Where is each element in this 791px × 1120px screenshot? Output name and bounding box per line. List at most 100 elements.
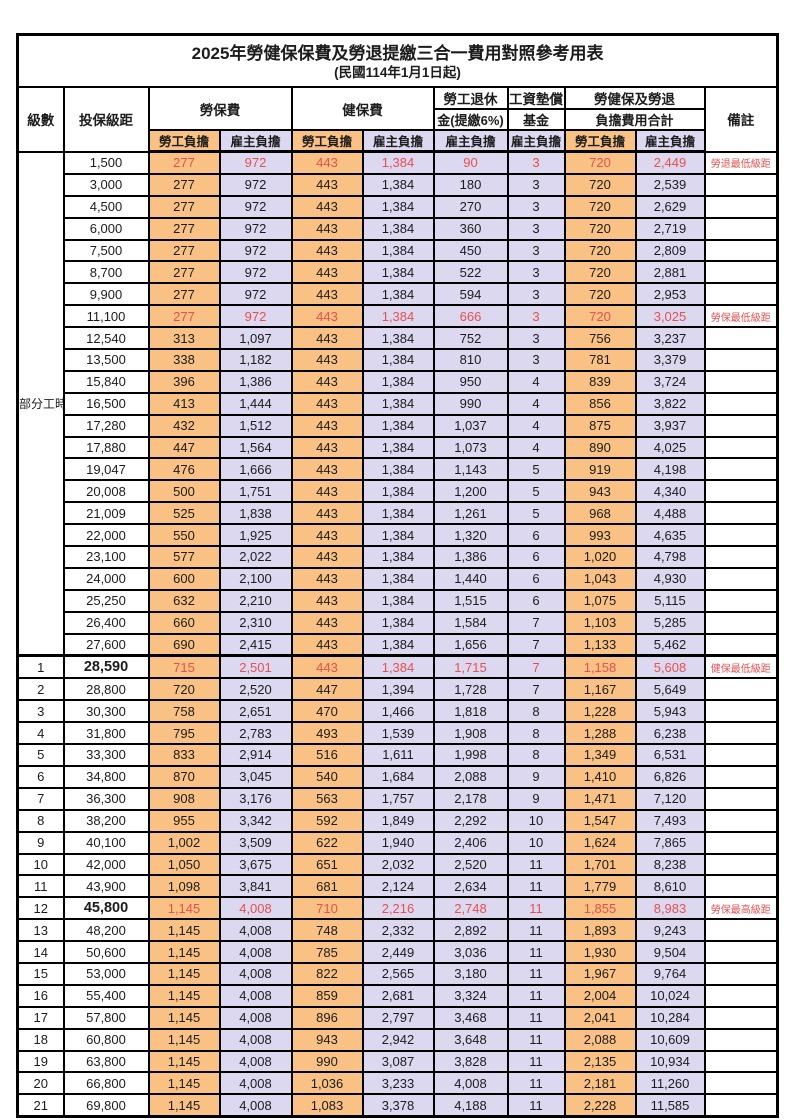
col-header-total-line2: 負擔費用合計 [563, 108, 706, 131]
value-cell: 443 [290, 304, 364, 329]
subheader-total-employer: 雇主負擔 [634, 129, 706, 153]
value-cell: 993 [563, 523, 637, 548]
premium-table: 2025年勞健保保費及勞退提繳三合一費用對照參考用表 (民國114年1月1日起)… [16, 33, 780, 1119]
value-cell: 2,088 [432, 764, 509, 789]
remark-cell [703, 721, 779, 746]
bracket-cell: 45,800 [62, 896, 150, 921]
table-title: 2025年勞健保保費及勞退提繳三合一費用對照參考用表 (民國114年1月1日起) [16, 33, 779, 88]
remark-cell [703, 501, 779, 526]
value-cell: 968 [563, 501, 637, 526]
value-cell: 2,228 [563, 1093, 637, 1118]
value-cell: 1,444 [218, 391, 293, 416]
value-cell: 9,243 [634, 918, 706, 943]
value-cell: 10,284 [634, 1005, 706, 1030]
bracket-cell: 66,800 [62, 1071, 150, 1096]
value-cell: 90 [432, 150, 509, 175]
value-cell: 972 [218, 194, 293, 219]
value-cell: 2,651 [218, 699, 293, 724]
value-cell: 632 [147, 588, 221, 613]
value-cell: 5 [506, 457, 566, 482]
value-cell: 839 [563, 369, 637, 394]
remark-cell [703, 874, 779, 899]
title-row: 2025年勞健保保費及勞退提繳三合一費用對照參考用表 (民國114年1月1日起) [16, 33, 779, 88]
value-cell: 1,384 [361, 501, 435, 526]
table-row: 17,280 432 1,512 443 1,384 1,037 4 875 3,937 [18, 413, 779, 438]
value-cell: 277 [147, 304, 221, 329]
value-cell: 277 [147, 194, 221, 219]
value-cell: 6 [506, 545, 566, 569]
value-cell: 443 [290, 391, 364, 416]
value-cell: 2,501 [218, 654, 293, 680]
value-cell: 11 [506, 1005, 566, 1030]
value-cell: 1,384 [361, 413, 435, 438]
bracket-cell: 36,300 [62, 786, 150, 811]
table-row: 13 48,200 1,145 4,008 748 2,332 2,892 11 1,893 9,… [16, 918, 779, 943]
value-cell: 4,008 [218, 940, 293, 964]
value-cell: 2,449 [361, 940, 435, 964]
table-row: 17,880 447 1,564 443 1,384 1,073 4 890 4,025 [18, 435, 779, 460]
bracket-cell: 9,900 [62, 282, 150, 307]
value-cell: 1,145 [147, 1093, 221, 1118]
table-row: 23,100 577 2,022 443 1,384 1,386 6 1,020 4,798 [18, 545, 779, 569]
value-cell: 972 [218, 260, 293, 285]
subheader-pension-employer: 雇主負擔 [432, 129, 509, 153]
value-cell: 1,145 [147, 918, 221, 943]
value-cell: 1,384 [361, 150, 435, 175]
value-cell: 443 [290, 523, 364, 548]
value-cell: 5,115 [634, 588, 706, 613]
value-cell: 1,728 [432, 677, 509, 702]
value-cell: 338 [147, 348, 221, 372]
remark-cell [703, 391, 779, 416]
value-cell: 8 [506, 721, 566, 746]
value-cell: 3 [506, 348, 566, 372]
value-cell: 3,724 [634, 369, 706, 394]
table-row: 4 31,800 795 2,783 493 1,539 1,908 8 1,288 6,238 [16, 721, 779, 746]
bracket-cell: 40,100 [62, 830, 150, 855]
value-cell: 1,666 [218, 457, 293, 482]
value-cell: 443 [290, 282, 364, 307]
value-cell: 1,075 [563, 588, 637, 613]
value-cell: 3,468 [432, 1005, 509, 1030]
value-cell: 2,953 [634, 282, 706, 307]
table-row: 6 34,800 870 3,045 540 1,684 2,088 9 1,410 6,826 [16, 764, 779, 789]
value-cell: 4,008 [218, 1005, 293, 1030]
value-cell: 2,041 [563, 1005, 637, 1030]
remark-cell [703, 743, 779, 767]
col-header-bracket: 投保級距 [62, 86, 150, 153]
table-row: 12 45,800 1,145 4,008 710 2,216 2,748 11 1,855 8,… [16, 896, 779, 921]
value-cell: 7 [506, 610, 566, 635]
table-row: 11,100 277 972 443 1,384 666 3 720 3,025 勞保最低級距 [18, 304, 779, 329]
value-cell: 875 [563, 413, 637, 438]
value-cell: 1,998 [432, 743, 509, 767]
value-cell: 3,342 [218, 808, 293, 833]
header-row-2: 金(提繳6%) 基金 負擔費用合計 [18, 108, 778, 131]
remark-cell [703, 918, 779, 943]
bracket-cell: 8,700 [62, 260, 150, 285]
value-cell: 6 [506, 588, 566, 613]
table-row: 13,500 338 1,182 443 1,384 810 3 781 3,379 [18, 348, 779, 372]
value-cell: 443 [290, 326, 364, 351]
remark-cell [703, 172, 779, 197]
level-group-cell: 部分工時 [16, 150, 65, 657]
value-cell: 443 [290, 501, 364, 526]
value-cell: 2,634 [432, 874, 509, 899]
value-cell: 1,611 [361, 743, 435, 767]
level-cell: 7 [16, 786, 65, 811]
value-cell: 3 [506, 194, 566, 219]
value-cell: 651 [290, 852, 364, 877]
value-cell: 1,838 [218, 501, 293, 526]
value-cell: 11 [506, 852, 566, 877]
value-cell: 1,384 [361, 238, 435, 263]
value-cell: 2,565 [361, 961, 435, 986]
table-row: 21,009 525 1,838 443 1,384 1,261 5 968 4,488 [18, 501, 779, 526]
value-cell: 277 [147, 216, 221, 241]
value-cell: 443 [290, 479, 364, 504]
col-header-labor-insurance: 勞保費 [147, 86, 293, 131]
value-cell: 2,088 [563, 1027, 637, 1052]
remark-cell [703, 632, 779, 658]
value-cell: 443 [290, 369, 364, 394]
value-cell: 577 [147, 545, 221, 569]
value-cell: 8,983 [634, 896, 706, 921]
value-cell: 3,378 [361, 1093, 435, 1118]
value-cell: 1,384 [361, 391, 435, 416]
